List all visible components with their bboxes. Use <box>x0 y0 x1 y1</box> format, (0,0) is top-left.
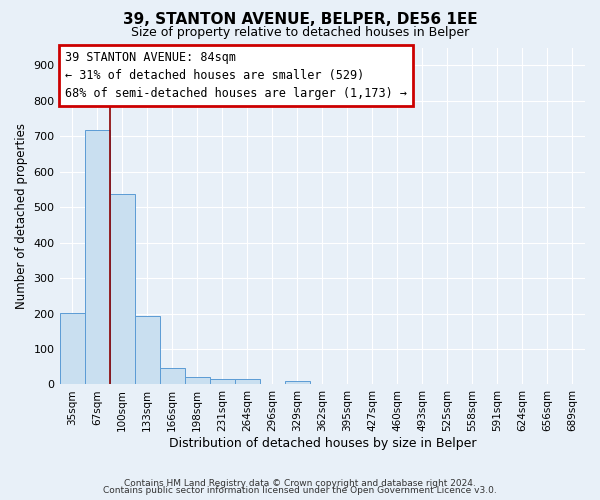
Bar <box>209 380 235 384</box>
Bar <box>59 313 85 384</box>
Bar <box>160 368 185 384</box>
Bar <box>185 378 209 384</box>
Bar <box>134 316 160 384</box>
X-axis label: Distribution of detached houses by size in Belper: Distribution of detached houses by size … <box>169 437 476 450</box>
Bar <box>85 130 110 384</box>
Text: 39 STANTON AVENUE: 84sqm
← 31% of detached houses are smaller (529)
68% of semi-: 39 STANTON AVENUE: 84sqm ← 31% of detach… <box>65 51 407 100</box>
Text: 39, STANTON AVENUE, BELPER, DE56 1EE: 39, STANTON AVENUE, BELPER, DE56 1EE <box>122 12 478 28</box>
Text: Contains public sector information licensed under the Open Government Licence v3: Contains public sector information licen… <box>103 486 497 495</box>
Bar <box>235 380 260 384</box>
Bar <box>110 194 134 384</box>
Text: Size of property relative to detached houses in Belper: Size of property relative to detached ho… <box>131 26 469 39</box>
Y-axis label: Number of detached properties: Number of detached properties <box>15 123 28 309</box>
Bar <box>285 381 310 384</box>
Text: Contains HM Land Registry data © Crown copyright and database right 2024.: Contains HM Land Registry data © Crown c… <box>124 478 476 488</box>
